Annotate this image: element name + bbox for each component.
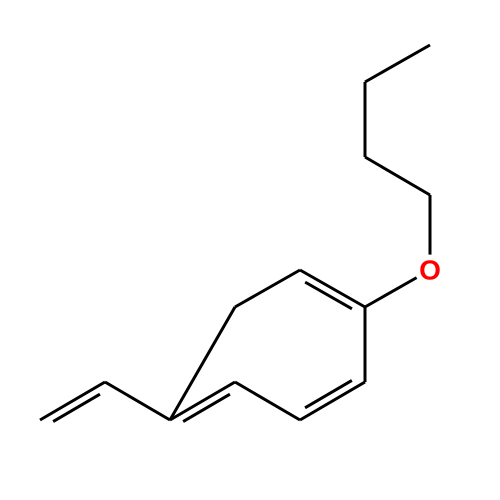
molecule-structure: O xyxy=(0,0,500,500)
bond xyxy=(365,45,430,82)
bond xyxy=(365,157,430,195)
bond xyxy=(365,278,417,307)
bond xyxy=(170,307,235,420)
bond xyxy=(40,382,105,420)
bond xyxy=(235,270,300,307)
bond xyxy=(105,382,170,420)
bond xyxy=(300,270,365,307)
atom-label-o: O xyxy=(419,255,441,286)
bond xyxy=(300,382,365,420)
bond xyxy=(235,382,300,420)
